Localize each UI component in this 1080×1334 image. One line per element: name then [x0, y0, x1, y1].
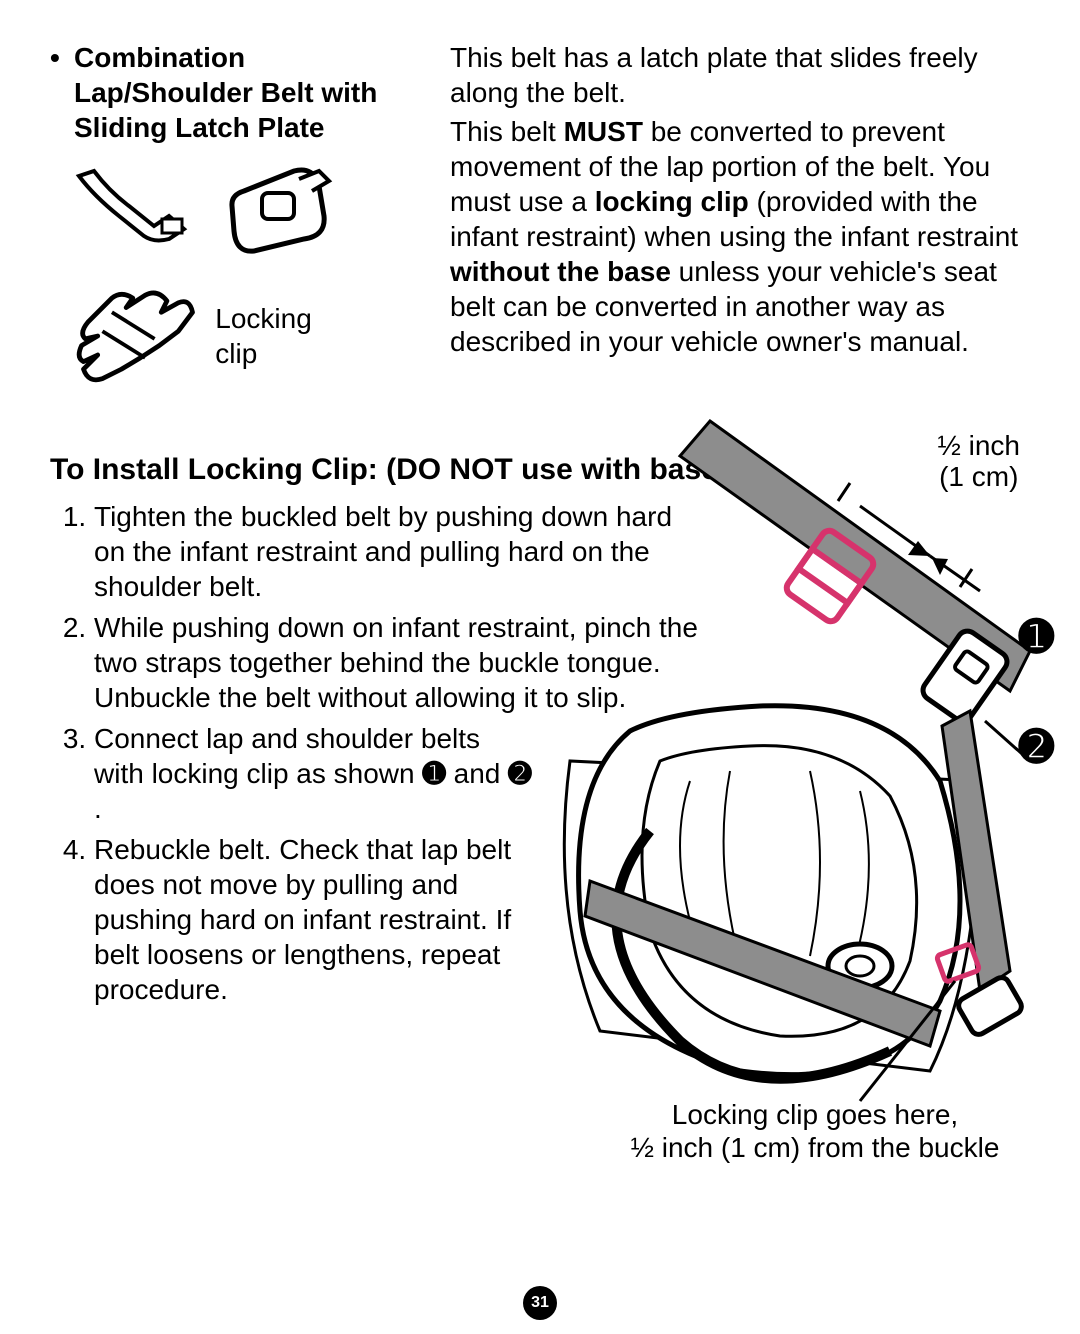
p2-locking: locking clip	[595, 186, 749, 217]
lower-section: To Install Locking Clip: (DO NOT use wit…	[50, 451, 1030, 1007]
step-4: Rebuckle belt. Check that lap belt does …	[94, 832, 534, 1007]
belt-end-icon	[74, 161, 214, 261]
p2-pre: This belt	[450, 116, 564, 147]
callout-1: ➊	[1019, 611, 1054, 664]
half-inch-l2: (1 cm)	[938, 462, 1021, 493]
callout-2: ➋	[1019, 721, 1054, 774]
caption-l1: Locking clip goes here,	[580, 1098, 1050, 1132]
top-section: Combination Lap/Shoulder Belt with Slidi…	[50, 40, 1030, 391]
caption-l2: ½ inch (1 cm) from the buckle	[580, 1131, 1050, 1165]
buckle-icon	[224, 161, 334, 261]
p2-must: MUST	[564, 116, 643, 147]
half-inch-l1: ½ inch	[938, 431, 1021, 462]
s3-c1: ➊	[422, 756, 445, 791]
intro-para-2: This belt MUST be converted to prevent m…	[450, 114, 1030, 359]
car-seat-diagram-svg	[510, 411, 1050, 1131]
install-diagram: ½ inch (1 cm) ➊ ➋ Locking clip goes here…	[510, 411, 1050, 1171]
locking-clip-label: Locking clip	[215, 301, 354, 371]
right-column: This belt has a latch plate that slides …	[450, 40, 1030, 391]
left-column: Combination Lap/Shoulder Belt with Slidi…	[50, 40, 430, 391]
diagram-caption: Locking clip goes here, ½ inch (1 cm) fr…	[580, 1098, 1050, 1165]
belt-illustrations: Locking clip	[74, 161, 354, 391]
locking-clip-icon	[74, 281, 197, 391]
s3-end: .	[94, 793, 102, 824]
bullet-title: Combination Lap/Shoulder Belt with Slidi…	[50, 40, 430, 145]
step-3: Connect lap and shoulder belts with lock…	[94, 721, 534, 826]
page-number: 31	[523, 1286, 557, 1320]
s3-mid: and	[446, 758, 508, 789]
page-number-circle: 31	[523, 1286, 557, 1320]
intro-para-1: This belt has a latch plate that slides …	[450, 40, 1030, 110]
half-inch-label: ½ inch (1 cm)	[938, 431, 1021, 493]
p2-without: without the base	[450, 256, 671, 287]
